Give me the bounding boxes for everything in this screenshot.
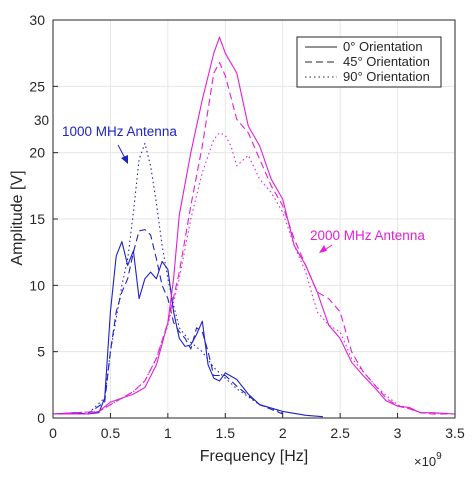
series-1000mhz-0deg xyxy=(52,241,323,418)
legend-label-90: 90° Orientation xyxy=(343,69,430,84)
arrow-2000mhz-head xyxy=(319,245,327,253)
legend: 0° Orientation 45° Orientation 90° Orien… xyxy=(296,36,442,88)
annotation-30: 30 xyxy=(34,113,49,128)
annotations: 1000 MHz Antenna 2000 MHz Antenna 30 xyxy=(34,113,425,253)
x-tick-label: 3 xyxy=(394,425,402,441)
x-tick-label: 3.5 xyxy=(445,425,465,441)
series-2000mhz-45deg xyxy=(52,61,455,415)
y-tick-label: 0 xyxy=(37,410,45,426)
arrow-1000mhz-head xyxy=(121,155,128,164)
ticks: 0 0.5 1 1.5 2 2.5 3 3.5 0 5 10 15 20 25 30 xyxy=(29,12,465,441)
legend-label-0: 0° Orientation xyxy=(343,39,423,54)
legend-label-45: 45° Orientation xyxy=(343,54,430,69)
annotation-1000mhz: 1000 MHz Antenna xyxy=(62,124,177,139)
x-tick-label: 2 xyxy=(279,425,287,441)
x-axis-exponent: ×109 xyxy=(414,451,442,469)
x-tick-label: 2.5 xyxy=(330,425,350,441)
x-tick-label: 1 xyxy=(164,425,172,441)
plot-lines xyxy=(52,36,456,418)
y-tick-label: 5 xyxy=(37,344,45,360)
series-2000mhz-0deg xyxy=(53,36,456,415)
series-1000mhz-45deg xyxy=(53,229,283,415)
annotation-2000mhz: 2000 MHz Antenna xyxy=(310,228,425,243)
y-tick-label: 10 xyxy=(29,277,45,293)
series-1000mhz-90deg xyxy=(53,142,283,415)
y-tick-label: 20 xyxy=(29,145,45,161)
x-tick-label: 0 xyxy=(49,425,57,441)
x-exponent-power: 9 xyxy=(436,451,442,462)
y-tick-label: 25 xyxy=(29,78,45,94)
y-tick-label: 30 xyxy=(29,12,45,28)
x-tick-label: 0.5 xyxy=(101,425,121,441)
x-exponent-base: ×10 xyxy=(414,454,436,469)
y-axis-label: Amplitude [V] xyxy=(9,170,26,265)
x-axis-label: Frequency [Hz] xyxy=(200,448,308,465)
y-tick-label: 15 xyxy=(29,211,45,227)
x-tick-label: 1.5 xyxy=(216,425,236,441)
